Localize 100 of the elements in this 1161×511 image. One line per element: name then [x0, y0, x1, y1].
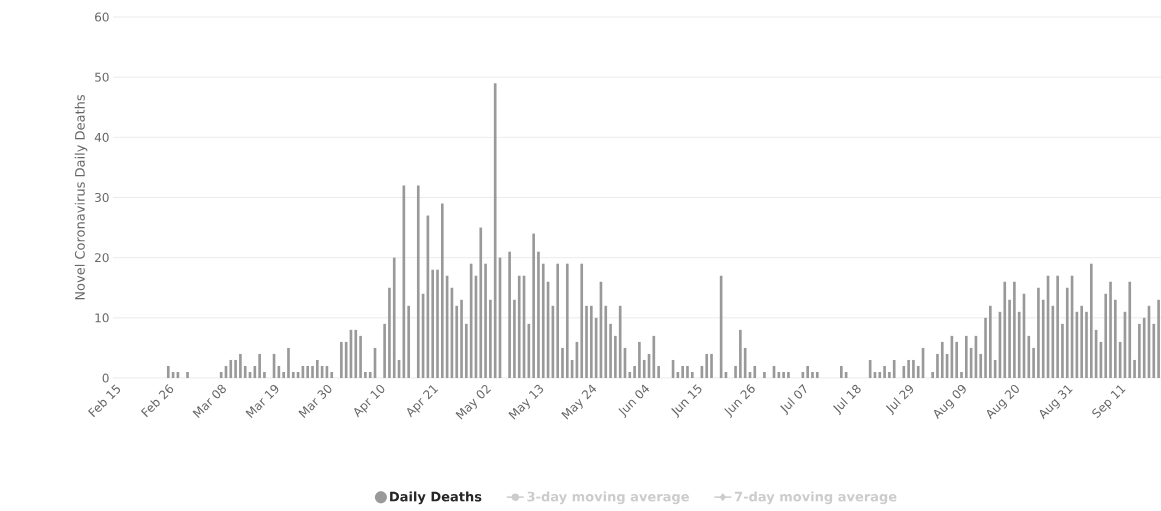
bar	[243, 365, 247, 378]
bar	[537, 251, 540, 378]
bar	[604, 305, 608, 378]
bar	[1027, 335, 1031, 378]
bar	[517, 275, 521, 378]
legend-label: Daily Deaths	[390, 491, 482, 505]
bar	[739, 329, 742, 378]
bar	[815, 371, 819, 378]
x-tick-label: Jul 29	[885, 385, 914, 416]
bar	[590, 305, 593, 378]
bar	[1109, 281, 1112, 378]
bar	[642, 359, 646, 378]
bar	[263, 371, 266, 378]
x-tick-label: Jul 18	[833, 384, 861, 416]
bar	[479, 227, 483, 378]
bar	[368, 371, 372, 378]
bar	[628, 371, 632, 378]
x-tick-label: Mar 30	[298, 384, 332, 418]
bar	[753, 365, 757, 378]
bar	[657, 365, 660, 378]
bar	[1142, 317, 1146, 378]
x-tick-label: Sep 11	[1092, 385, 1126, 418]
y-tick-label: 40	[94, 132, 109, 142]
bar	[907, 359, 910, 378]
bar	[1008, 299, 1011, 378]
x-tick-label: Jun 15	[671, 384, 702, 419]
x-tick-label: Aug 31	[1039, 385, 1073, 420]
bar	[1061, 323, 1064, 378]
bar	[955, 341, 959, 378]
bar	[330, 371, 334, 378]
bar	[1032, 347, 1035, 378]
bar	[979, 353, 983, 378]
bar	[460, 299, 463, 378]
bar	[1013, 281, 1016, 378]
bar	[1138, 323, 1141, 378]
bar	[984, 317, 987, 378]
bar	[787, 371, 790, 378]
bar	[931, 371, 934, 378]
bar	[763, 371, 766, 378]
bar	[902, 365, 906, 378]
bar	[710, 353, 713, 378]
bar	[690, 371, 694, 378]
bar	[541, 263, 545, 378]
bar	[431, 269, 435, 378]
y-tick-label: 0	[102, 373, 109, 383]
bar	[407, 305, 410, 378]
bar	[436, 269, 439, 378]
bar	[883, 365, 886, 378]
y-tick-label: 50	[95, 72, 109, 82]
bar	[465, 323, 468, 378]
bar	[306, 365, 310, 378]
y-tick-label: 60	[95, 12, 109, 22]
bar	[681, 365, 684, 378]
bar	[1017, 311, 1021, 378]
bar	[638, 341, 641, 378]
bar	[493, 83, 497, 378]
bar	[734, 365, 737, 378]
bar	[964, 335, 968, 378]
bar	[229, 359, 233, 378]
x-tick-label: Apr 10	[354, 384, 385, 418]
bar	[455, 305, 459, 378]
bar	[1003, 281, 1007, 378]
bar	[777, 371, 781, 378]
bar	[392, 257, 396, 378]
bar	[388, 287, 391, 378]
bar	[311, 365, 314, 378]
bar	[888, 371, 891, 378]
x-tick-label: Jun 26	[724, 384, 755, 419]
bar	[1080, 305, 1084, 378]
bar	[609, 323, 612, 378]
bar	[686, 365, 689, 378]
bar	[282, 371, 285, 378]
x-tick-label: Aug 20	[986, 384, 1019, 420]
bar	[354, 329, 358, 378]
bar	[513, 299, 516, 378]
bar	[484, 263, 487, 378]
bar	[364, 371, 367, 378]
bar	[878, 371, 882, 378]
bar	[912, 359, 915, 378]
x-tick-label: Apr 21	[407, 385, 439, 418]
bar	[1128, 281, 1132, 378]
y-tick-label: 30	[95, 192, 109, 203]
bar	[489, 299, 492, 378]
bar	[839, 365, 843, 378]
bar	[1037, 287, 1040, 378]
y-tick-label: 20	[95, 253, 109, 263]
bar	[416, 185, 420, 378]
bar	[940, 341, 944, 378]
bar	[315, 359, 319, 378]
bar	[705, 353, 709, 378]
x-tick-label: Mar 08	[192, 384, 226, 418]
bar	[811, 371, 814, 378]
bar	[1104, 293, 1108, 378]
bar	[580, 263, 584, 378]
bar	[782, 371, 785, 378]
bar	[239, 353, 242, 378]
bar	[1065, 287, 1069, 378]
x-tick-label: Jul 07	[780, 383, 807, 416]
bar	[166, 365, 170, 378]
bar	[383, 323, 386, 378]
